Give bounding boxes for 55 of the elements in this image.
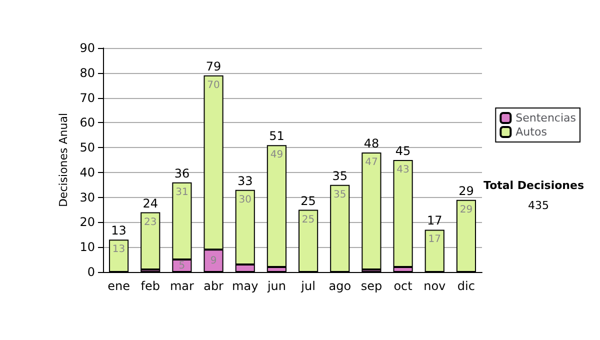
data-label: 43: [396, 164, 410, 176]
data-label: 30: [238, 194, 252, 206]
total-label: 48: [364, 136, 380, 151]
data-label: 25: [302, 214, 315, 226]
legend-label: Autos: [516, 126, 548, 138]
data-label: 29: [460, 204, 473, 216]
x-tick-label: ene: [108, 279, 130, 293]
y-tick-label: 50: [80, 140, 95, 155]
total-label: 45: [395, 144, 411, 158]
x-tick-label: mar: [170, 279, 194, 293]
bar: [362, 152, 382, 270]
data-label: 47: [365, 157, 378, 168]
total-label: 36: [174, 166, 190, 180]
x-tick-label: dic: [457, 279, 475, 293]
total-label: 51: [269, 129, 284, 144]
y-tick-label: 70: [80, 90, 95, 105]
y-axis-title: Decisiones Anual: [56, 112, 70, 208]
data-label: 17: [428, 234, 441, 246]
data-label: 5: [178, 260, 186, 272]
total-label: 25: [300, 194, 316, 208]
total-label: 24: [142, 196, 158, 210]
text: 435: [528, 199, 550, 212]
data-label: 23: [144, 216, 157, 228]
total-label: 13: [111, 224, 126, 238]
x-tick-label: abr: [204, 279, 224, 293]
y-tick-label: 40: [80, 165, 95, 180]
total-label: 79: [206, 59, 222, 74]
x-tick-label: ago: [328, 279, 352, 293]
total-label: 17: [426, 214, 442, 228]
total-label: 29: [458, 184, 474, 198]
x-tick-label: oct: [394, 279, 413, 293]
total-label: 33: [237, 174, 253, 188]
x-tick-label: feb: [140, 279, 160, 293]
y-tick-label: 60: [80, 116, 95, 130]
y-tick-label: 0: [87, 265, 95, 279]
text: Total Decisiones: [484, 179, 584, 192]
x-tick-label: sep: [360, 279, 382, 293]
y-tick-label: 30: [80, 190, 95, 204]
data-label: 70: [207, 80, 220, 91]
y-tick-label: 80: [80, 66, 95, 80]
x-tick-label: jun: [266, 279, 286, 293]
y-tick-label: 20: [80, 215, 95, 230]
x-tick-label: may: [232, 279, 258, 293]
x-tick-label: nov: [424, 279, 446, 293]
y-tick-label: 90: [80, 41, 95, 55]
y-tick-label: 10: [80, 240, 95, 254]
legend-label: Sentencias: [516, 112, 576, 124]
data-label: 13: [112, 244, 126, 256]
x-tick-label: jul: [300, 279, 316, 293]
data-label: 49: [270, 150, 284, 161]
data-label: 31: [176, 186, 188, 198]
data-label: 35: [334, 189, 346, 200]
data-label: 9: [210, 255, 217, 266]
total-label: 35: [332, 168, 348, 183]
bar: [140, 212, 160, 270]
